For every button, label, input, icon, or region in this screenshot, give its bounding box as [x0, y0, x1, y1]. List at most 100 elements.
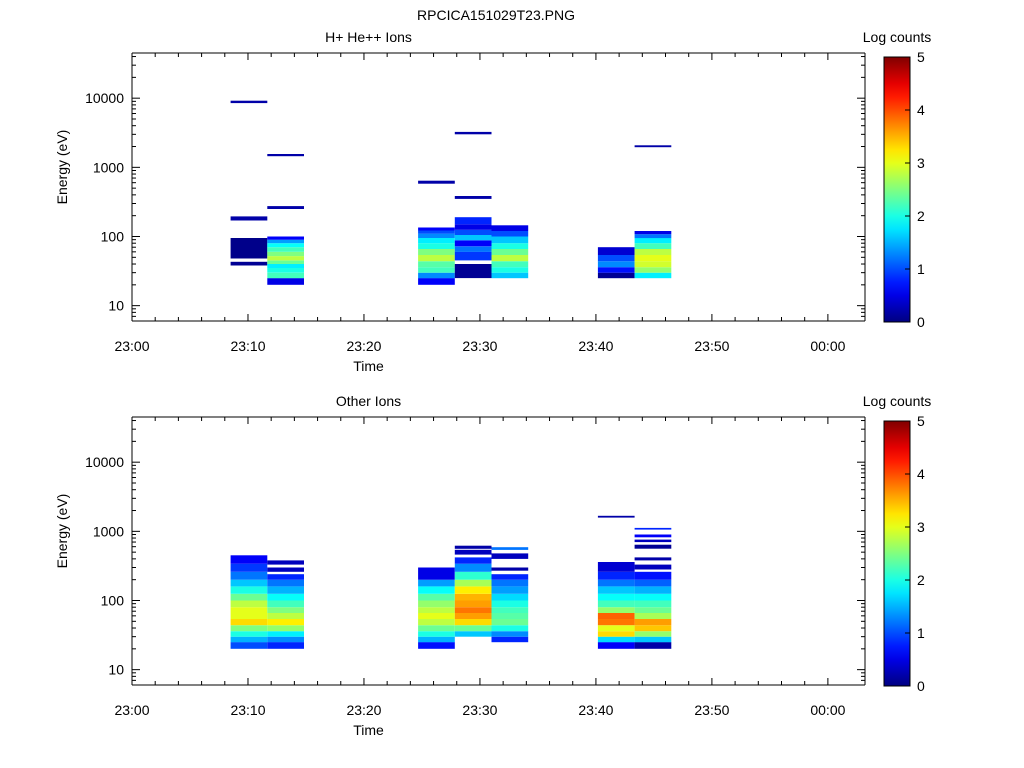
heatmap-cell — [634, 255, 672, 262]
heatmap-cell — [267, 631, 304, 637]
heatmap-cell — [230, 216, 268, 221]
heatmap-cell — [267, 636, 304, 643]
heatmap-cell — [597, 571, 635, 580]
heatmap-cell — [634, 534, 672, 538]
heatmap-cell — [491, 579, 529, 587]
heatmap-cell — [230, 625, 268, 632]
x-tick-label: 00:00 — [810, 702, 845, 718]
heatmap-cell — [597, 247, 635, 255]
x-tick-label: 23:30 — [462, 338, 497, 354]
x-tick-label: 23:40 — [578, 702, 613, 718]
heatmap-cell — [597, 261, 635, 268]
panels: 23:00 23:10 23:20 23:30 23:40 23:50 00:0010100… — [54, 29, 931, 738]
heatmap-cell — [418, 261, 455, 268]
heatmap-cell — [418, 631, 455, 637]
heatmap-cell — [454, 631, 492, 637]
heatmap-cell — [634, 527, 672, 530]
colorbar-tick-label: 0 — [917, 314, 925, 330]
heatmap-cell — [491, 619, 529, 626]
heatmap-cell — [491, 636, 529, 643]
y-tick-label: 1000 — [93, 523, 124, 539]
heatmap-cell — [418, 619, 455, 626]
heatmap-cell — [454, 235, 492, 241]
heatmap-cell — [454, 224, 492, 230]
heatmap-cell — [418, 255, 455, 262]
heatmap-cell — [267, 574, 304, 580]
heatmap-cell — [454, 563, 492, 572]
colorbar-tick-label: 4 — [917, 102, 925, 118]
figure-title: RPCICA151029T23.PNG — [417, 7, 575, 23]
heatmap-cell — [491, 272, 529, 279]
heatmap-cell — [267, 586, 304, 594]
heatmap-cell — [454, 251, 492, 261]
heatmap-cell — [267, 607, 304, 613]
heatmap-cell — [418, 586, 455, 594]
x-tick-label: 23:50 — [694, 338, 729, 354]
heatmap-cell — [491, 547, 529, 550]
heatmap-cell — [418, 636, 455, 643]
x-tick-label: 23:40 — [578, 338, 613, 354]
heatmap-cell — [267, 619, 304, 626]
heatmap-cell — [418, 579, 455, 587]
heatmap-cell — [491, 243, 529, 249]
y-tick-label: 10 — [108, 662, 124, 678]
x-tick-label: 23:00 — [114, 702, 149, 718]
colorbar-gradient — [883, 420, 911, 687]
colorbar-label: Log counts — [863, 29, 932, 45]
heatmap-cell — [597, 642, 635, 649]
heatmap-cell — [267, 256, 304, 261]
heatmap-cell — [454, 549, 492, 555]
heatmap-cell — [454, 593, 492, 601]
colorbar-label: Log counts — [863, 393, 932, 409]
heatmap-cell — [491, 267, 529, 273]
heatmap-cell — [634, 557, 672, 561]
heatmap-cell — [634, 231, 672, 235]
colorbar: Log counts 0 1 2 3 4 5 — [863, 393, 932, 694]
colorbar-tick-label: 2 — [917, 208, 925, 224]
heatmap-cell — [267, 206, 304, 209]
heatmap-cell — [597, 579, 635, 587]
heatmap-cell — [267, 260, 304, 264]
heatmap-cell — [491, 236, 529, 244]
heatmap-cell — [597, 562, 635, 572]
x-tick-label: 23:10 — [230, 338, 265, 354]
panel-1: 23:00 23:10 23:20 23:30 23:40 23:50 00:0010100… — [54, 29, 931, 374]
heatmap-cell — [267, 579, 304, 587]
heatmap-cell — [491, 553, 529, 559]
heatmap-cell — [230, 563, 268, 572]
heatmap-cell — [230, 238, 268, 259]
heatmap-cell — [634, 619, 672, 626]
heatmap-cell — [491, 567, 529, 571]
x-tick-label: 23:00 — [114, 338, 149, 354]
x-tick-label: 23:30 — [462, 702, 497, 718]
heatmap-cell — [418, 227, 455, 231]
panel-title: H+ He++ Ions — [325, 29, 412, 45]
colorbar-tick-label: 3 — [917, 155, 925, 171]
x-tick-label: 23:10 — [230, 702, 265, 718]
heatmap-cell — [597, 607, 635, 613]
heatmap-cell — [454, 586, 492, 594]
heatmap-cell — [634, 571, 672, 580]
heatmap-cell — [267, 154, 304, 157]
x-axis-label: Time — [353, 722, 384, 738]
heatmap-cell — [267, 268, 304, 273]
heatmap-cell — [634, 539, 672, 543]
heatmap-cell — [267, 625, 304, 632]
heatmap-cell — [597, 255, 635, 262]
heatmap-cell — [418, 625, 455, 632]
y-tick-label: 10000 — [85, 454, 124, 470]
heatmap-cell — [418, 233, 455, 238]
colorbar-gradient — [883, 56, 911, 323]
heatmap-cell — [634, 631, 672, 637]
heatmap-cell — [634, 234, 672, 239]
heatmap-cell — [454, 613, 492, 619]
heatmap-cell — [634, 579, 672, 587]
heatmap-cell — [597, 631, 635, 637]
heatmap-cell — [454, 229, 492, 235]
heatmap-cell — [454, 196, 492, 199]
colorbar-tick-label: 5 — [917, 413, 925, 429]
heatmap-cell — [634, 145, 672, 148]
y-tick-label: 10000 — [85, 90, 124, 106]
heatmap-cell — [418, 230, 455, 234]
heatmap-cell — [454, 131, 492, 135]
